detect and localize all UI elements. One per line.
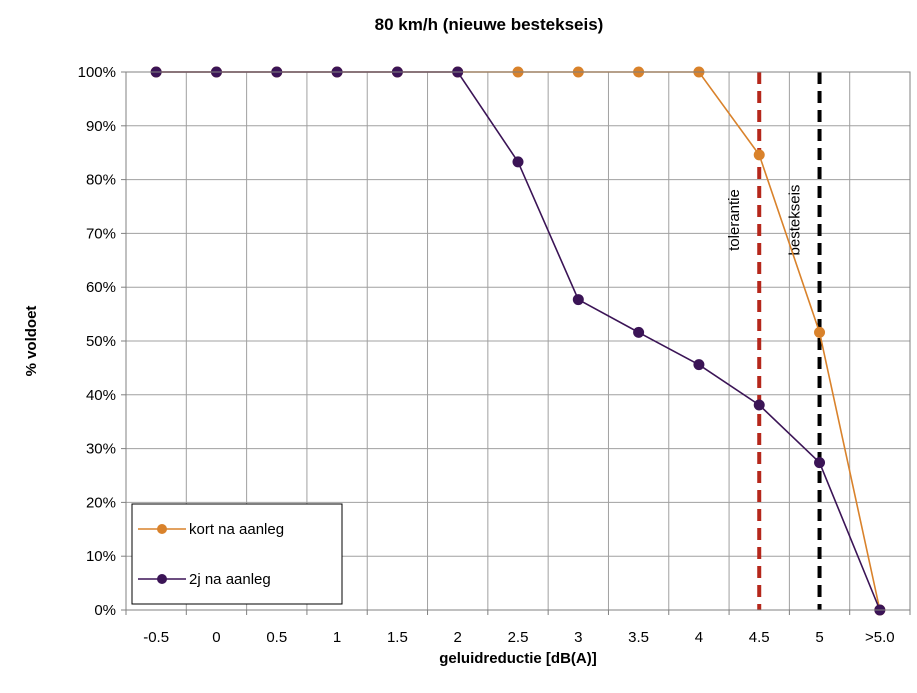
x-tick-label: 4	[695, 629, 703, 646]
reference-label-tolerantie: tolerantie	[726, 189, 743, 251]
legend-label: 2j na aanleg	[189, 571, 271, 588]
data-point	[814, 326, 826, 338]
x-tick-label: 0.5	[266, 629, 287, 646]
gridlines	[126, 71, 910, 610]
reference-label-bestekseis: bestekseis	[787, 185, 804, 256]
legend-marker	[157, 574, 167, 584]
legend-box	[131, 503, 343, 605]
y-tick-label: 100%	[78, 64, 116, 81]
x-tick-labels: -0.5 0 0.5 1 1.5 2 2.5 3 3.5 4 4.5 5 >5.0	[125, 610, 911, 646]
y-tick-label: 30%	[86, 441, 116, 458]
y-tick-label: 60%	[86, 279, 116, 296]
data-point	[814, 457, 826, 469]
data-point	[512, 156, 524, 168]
data-point	[572, 294, 584, 306]
legend-marker	[157, 524, 167, 534]
data-point	[753, 149, 765, 161]
x-tick-label: -0.5	[143, 629, 169, 646]
y-axis-title: % voldoet	[23, 306, 40, 377]
chart-title: 80 km/h (nieuwe bestekseis)	[375, 15, 604, 34]
x-tick-label: >5.0	[865, 629, 895, 646]
y-tick-label: 0%	[94, 602, 116, 619]
x-tick-label: 2	[454, 629, 462, 646]
y-tick-label: 70%	[86, 225, 116, 242]
reference-lines: tolerantie bestekseis	[726, 72, 822, 610]
x-tick-label: 3.5	[628, 629, 649, 646]
x-tick-label: 2.5	[508, 629, 529, 646]
data-point	[633, 326, 645, 338]
data-point	[693, 359, 705, 371]
y-tick-label: 80%	[86, 172, 116, 189]
y-tick-label: 90%	[86, 118, 116, 135]
y-tick-label: 10%	[86, 548, 116, 565]
x-tick-label: 3	[574, 629, 582, 646]
legend-label: kort na aanleg	[189, 521, 284, 538]
legend: kort na aanleg 2j na aanleg	[131, 503, 343, 605]
x-axis-title: geluidreductie [dB(A)]	[439, 650, 597, 667]
y-tick-label: 40%	[86, 387, 116, 404]
y-tick-labels: 0% 10% 20% 30% 40% 50% 60% 70% 80% 90% 100%	[78, 64, 126, 619]
x-tick-label: 1	[333, 629, 341, 646]
data-point	[753, 399, 765, 411]
y-tick-label: 20%	[86, 494, 116, 511]
x-tick-label: 4.5	[749, 629, 770, 646]
x-tick-label: 5	[815, 629, 823, 646]
x-tick-label: 0	[212, 629, 220, 646]
x-tick-label: 1.5	[387, 629, 408, 646]
y-tick-label: 50%	[86, 333, 116, 350]
